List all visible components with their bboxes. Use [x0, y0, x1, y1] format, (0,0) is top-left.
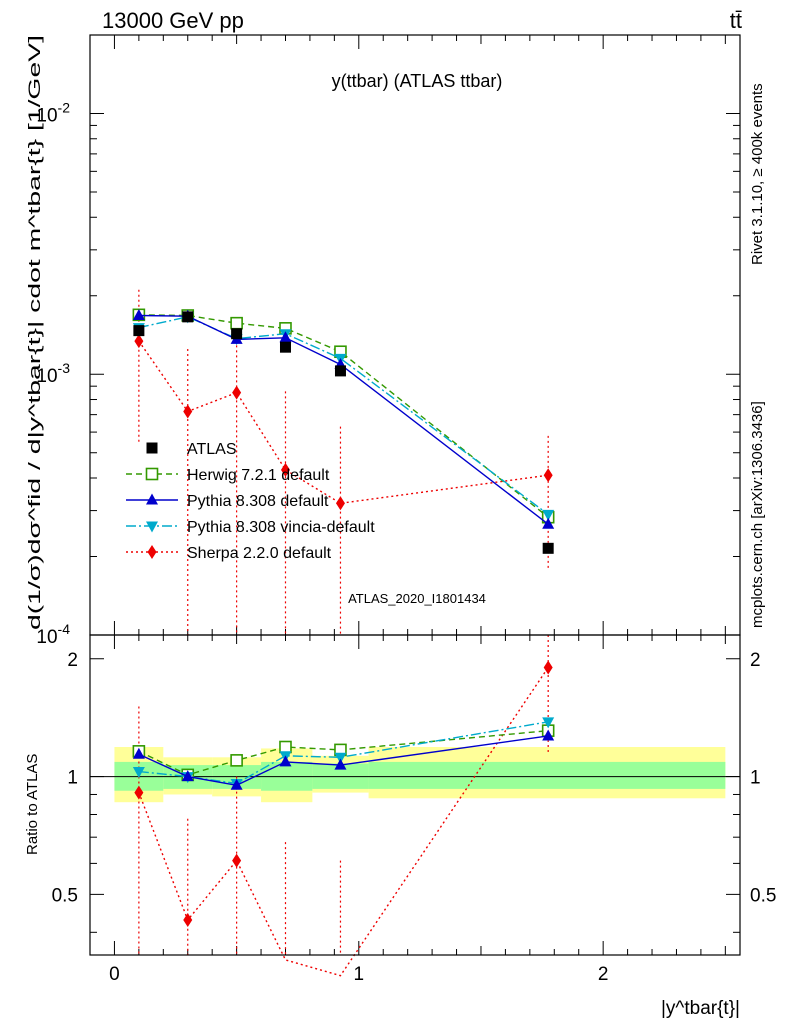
data-point: [542, 717, 555, 729]
data-point: [134, 334, 144, 349]
series-line-pythia-8-308-default: [138, 735, 549, 787]
ratio-x-tick-label: 1: [354, 964, 365, 985]
data-point: [230, 778, 243, 790]
series-pythia-8-308-vincia-default: [132, 717, 555, 791]
legend-label: Pythia 8.308 vincia-default: [187, 519, 375, 536]
main-y-axis-label: d(1/σ)dσ^fid / d|y^tbar{t}| cdot m^tbar{…: [25, 35, 44, 630]
data-point: [542, 517, 555, 529]
data-point: [133, 325, 145, 337]
data-point: [279, 755, 292, 767]
data-point: [542, 509, 555, 521]
main-series-group: [132, 289, 555, 635]
data-point: [280, 462, 290, 477]
legend-label: Herwig 7.2.1 default: [187, 467, 330, 484]
ratio-x-tick-label: 2: [598, 964, 609, 985]
inner-band-5: [368, 761, 726, 789]
legend-marker: [146, 521, 158, 533]
data-point: [335, 496, 345, 511]
mcplots-label: mcplots.cern.ch [arXiv:1306.3436]: [749, 401, 766, 628]
data-point: [132, 747, 145, 759]
ratio-x-tick-label: 0: [109, 964, 120, 985]
rivet-label: Rivet 3.1.10, ≥ 400k events: [749, 83, 766, 265]
ratio-plot-frame: [89, 634, 741, 956]
data-point: [279, 740, 292, 754]
process-label: tt̄: [730, 8, 742, 33]
energy-label: 13000 GeV pp: [102, 8, 244, 33]
data-point: [132, 308, 145, 320]
data-point: [543, 660, 553, 675]
data-point: [183, 913, 193, 928]
ratio-y-tick-label-right: 0.5: [750, 885, 776, 906]
data-point: [134, 785, 144, 800]
legend-item-pythia-8-308-vincia-default: Pythia 8.308 vincia-default: [126, 519, 375, 536]
data-point: [232, 385, 242, 400]
data-point: [279, 341, 291, 353]
series-atlas: [133, 311, 554, 554]
series-pythia-8-308-default: [132, 729, 555, 790]
legend-item-pythia-8-308-default: Pythia 8.308 default: [126, 493, 329, 510]
legend-marker: [145, 467, 159, 481]
legend-marker: [146, 493, 158, 505]
data-point: [181, 770, 194, 782]
ratio-axes-ticks: 0.5 0.5 1 1 2 2 0 1 2: [52, 635, 776, 985]
data-point: [182, 311, 194, 323]
data-point: [542, 542, 554, 554]
ratio-y-tick-label-left: 0.5: [52, 885, 78, 906]
data-point: [334, 752, 347, 764]
series-line-sherpa-2-2-0-default: [138, 340, 549, 505]
ratio-y-tick-label-left: 1: [67, 768, 78, 789]
data-point: [542, 729, 555, 741]
data-point: [334, 758, 347, 770]
ratio-y-axis-label: Ratio to ATLAS: [24, 754, 41, 855]
legend-item-sherpa-2-2-0-default: Sherpa 2.2.0 default: [126, 545, 332, 562]
data-point: [183, 404, 193, 419]
legend-marker: [146, 442, 158, 454]
plot-title: y(ttbar) (ATLAS ttbar): [332, 71, 503, 91]
ratio-series-group: [132, 635, 555, 977]
legend-marker: [147, 545, 157, 559]
data-point: [232, 853, 242, 868]
data-point: [230, 754, 243, 767]
x-axis-label: |y^tbar{t}|: [661, 998, 740, 1019]
legend-label: ATLAS: [187, 441, 237, 458]
data-point: [132, 767, 145, 779]
data-point: [334, 365, 346, 377]
analysis-watermark: ATLAS_2020_I1801434: [348, 591, 486, 606]
data-point: [543, 468, 553, 483]
ratio-y-tick-label-left: 2: [67, 650, 78, 671]
legend: ATLAS Herwig 7.2.1 default Pythia 8.308 de…: [126, 441, 375, 562]
data-point: [231, 328, 243, 340]
series-line-herwig-7-2-1-default: [138, 729, 549, 776]
series-line-pythia-8-308-default: [138, 314, 549, 525]
series-line-pythia-8-308-vincia-default: [138, 316, 549, 515]
ratio-y-tick-label-right: 2: [750, 650, 761, 671]
legend-label: Pythia 8.308 default: [187, 493, 329, 510]
data-point: [279, 331, 292, 343]
legend-item-herwig-7-2-1-default: Herwig 7.2.1 default: [126, 467, 330, 484]
ratio-y-tick-label-right: 1: [750, 768, 761, 789]
data-point: [230, 316, 243, 330]
series-line-pythia-8-308-vincia-default: [138, 721, 549, 785]
legend-item-atlas: ATLAS: [146, 441, 237, 458]
legend-label: Sherpa 2.2.0 default: [187, 545, 332, 562]
